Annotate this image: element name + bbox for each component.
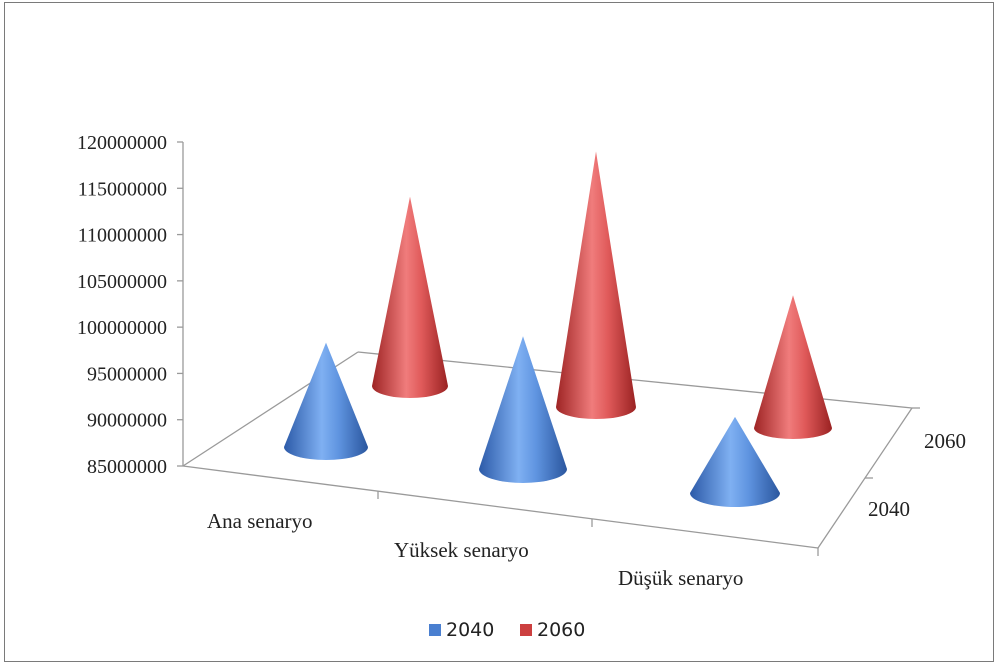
category-label: Ana senaryo [207, 509, 313, 533]
legend-swatch-2040 [429, 624, 441, 636]
cone-2060-1 [556, 151, 636, 420]
depth-label: 2040 [868, 497, 910, 521]
axes [182, 142, 920, 556]
legend-label: 2040 [446, 619, 494, 641]
category-label: Düşük senaryo [618, 566, 743, 590]
floor-front-edge [182, 465, 819, 549]
legend: 2040 2060 [429, 619, 585, 641]
cone-body [690, 416, 780, 507]
legend-swatch-2060 [520, 624, 532, 636]
cone-body [754, 295, 832, 439]
cone-body [479, 336, 567, 483]
cone-2040-0 [284, 342, 368, 460]
y-tick-label: 90000000 [87, 410, 167, 432]
chart-frame [4, 2, 994, 662]
cone-2040-1 [479, 336, 567, 483]
y-tick-labels: 85000000 90000000 95000000 100000000 105… [77, 132, 167, 478]
y-tick-label: 105000000 [77, 271, 167, 293]
cone-2060-0 [372, 196, 448, 398]
category-label: Yüksek senaryo [394, 538, 529, 562]
cone-body [372, 196, 448, 398]
cone-2040-2 [690, 416, 780, 507]
y-tick-label: 85000000 [87, 456, 167, 478]
cone-body [284, 342, 368, 460]
y-tick-label: 120000000 [77, 132, 167, 154]
y-tick-label: 95000000 [87, 363, 167, 385]
cone-2060-2 [754, 295, 832, 439]
depth-label: 2060 [924, 429, 966, 453]
y-tick-marks [177, 141, 183, 467]
legend-label: 2060 [537, 619, 585, 641]
cone-body [556, 151, 636, 420]
y-tick-label: 100000000 [77, 317, 167, 339]
y-tick-label: 110000000 [78, 225, 167, 247]
cone-series [284, 151, 832, 507]
y-tick-label: 115000000 [78, 178, 167, 200]
